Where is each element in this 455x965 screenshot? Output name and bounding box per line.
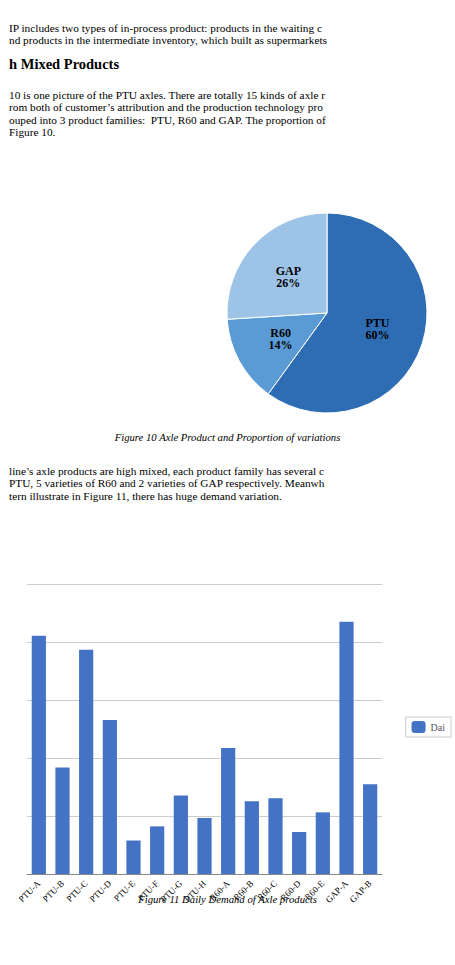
svg-text:PTU-A: PTU-A <box>17 878 43 904</box>
svg-text:R60-A: R60-A <box>207 878 232 903</box>
svg-text:Dai: Dai <box>431 722 446 733</box>
svg-text:Figure 11 Daily Demand of Axle: Figure 11 Daily Demand of Axle products <box>137 893 317 905</box>
svg-text:PTU-C: PTU-C <box>64 878 89 903</box>
svg-text:PTU-D: PTU-D <box>88 878 114 904</box>
svg-text:GAP-A: GAP-A <box>324 878 351 905</box>
svg-text:R60-D: R60-D <box>278 878 303 903</box>
svg-text:R60-C: R60-C <box>255 878 279 903</box>
svg-text:line’s axle products are high: line’s axle products are high mixed, eac… <box>9 465 324 477</box>
svg-text:PTU: PTU <box>365 316 390 331</box>
svg-text:h Mixed Products: h Mixed Products <box>9 56 119 72</box>
svg-text:GAP-B: GAP-B <box>348 878 374 904</box>
svg-text:PTU-G: PTU-G <box>158 878 185 905</box>
svg-text:R60-B: R60-B <box>231 878 256 903</box>
svg-text:Figure 10 Axle Product and Pro: Figure 10 Axle Product and Proportion of… <box>114 431 341 443</box>
svg-text:R60: R60 <box>270 325 291 340</box>
svg-text:26%: 26% <box>276 276 300 290</box>
svg-text:tern illustrate in Figure 11,: tern illustrate in Figure 11, there has … <box>9 490 282 502</box>
svg-text:PTU-E: PTU-E <box>112 878 137 903</box>
svg-text:R60-E: R60-E <box>302 878 327 903</box>
svg-text:PTU, 5 varieties of R60 and 2: PTU, 5 varieties of R60 and 2 varieties … <box>9 477 325 489</box>
svg-text:14%: 14% <box>269 338 293 352</box>
svg-text:rom both of customer’s attribu: rom both of customer’s attribution and t… <box>9 101 323 113</box>
svg-text:nd products in the intermediat: nd products in the intermediate inventor… <box>9 34 327 46</box>
svg-text:10 is one picture of the PTU a: 10 is one picture of the PTU axles. Ther… <box>9 89 325 101</box>
svg-text:ouped into 3 product families:: ouped into 3 product families: PTU, R60 … <box>9 114 326 126</box>
svg-text:GAP: GAP <box>275 263 301 278</box>
svg-text:IP includes two types of in-pr: IP includes two types of in-process prod… <box>9 22 322 34</box>
svg-text:PTU-H: PTU-H <box>182 878 208 905</box>
svg-text:PTU-B: PTU-B <box>41 878 66 903</box>
svg-text:Figure 10.: Figure 10. <box>9 126 56 138</box>
svg-text:60%: 60% <box>365 328 389 342</box>
svg-text:PTU-F: PTU-F <box>136 878 161 904</box>
